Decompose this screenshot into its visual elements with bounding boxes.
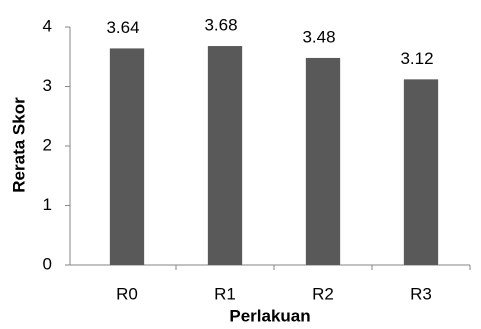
data-label: 3.68 [204,16,237,35]
bar [207,46,243,265]
x-tick-label: R0 [116,284,138,303]
x-tick-label: R2 [312,284,334,303]
y-tick-label: 4 [43,16,52,35]
y-tick-label: 2 [43,135,52,154]
y-tick-label: 1 [43,195,52,214]
y-axis-title: Rerata Skor [9,97,28,193]
y-tick-label: 0 [43,254,52,273]
x-axis-title: Perlakuan [229,306,310,325]
bar [109,48,145,265]
data-label: 3.12 [400,49,433,68]
data-label: 3.48 [302,27,335,46]
x-tick-label: R3 [410,284,432,303]
data-label: 3.64 [106,18,139,37]
bar [403,79,439,265]
y-tick-label: 3 [43,76,52,95]
x-tick-label: R1 [214,284,236,303]
bar [305,57,341,265]
